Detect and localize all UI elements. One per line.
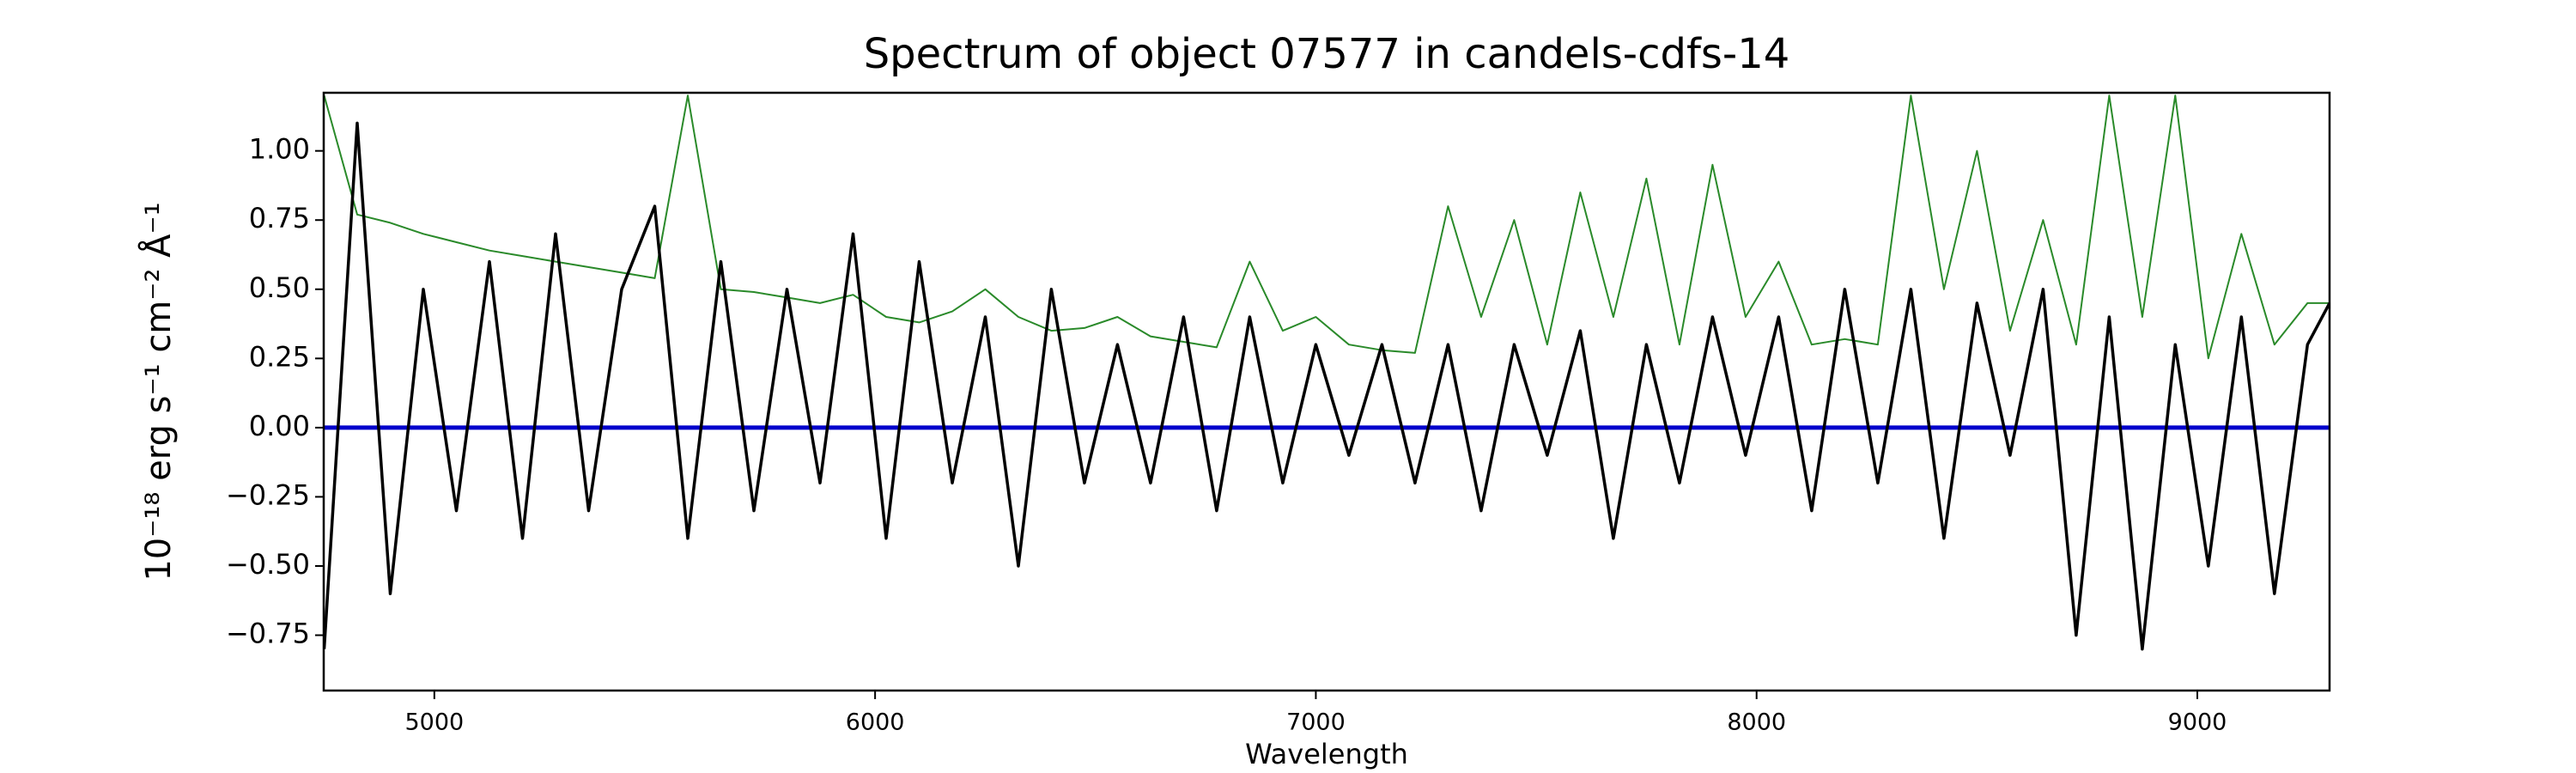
x-tick-label: 8000 (1727, 709, 1786, 736)
x-tick-label: 6000 (846, 709, 905, 736)
x-tick-label: 7000 (1286, 709, 1346, 736)
x-tick-label: 5000 (404, 709, 464, 736)
y-tick-label: 0.50 (249, 271, 310, 304)
y-tick-label: 1.00 (249, 133, 310, 166)
y-tick-label: 0.25 (249, 340, 310, 373)
series-line (324, 94, 2330, 360)
y-tick-label: −0.75 (226, 618, 310, 650)
x-axis-label: Wavelength (1245, 738, 1408, 770)
chart-title: Spectrum of object 07577 in candels-cdfs… (864, 30, 1790, 78)
y-tick-label: −0.25 (226, 478, 310, 511)
plot-frame (322, 91, 2331, 692)
y-tick-label: 0.00 (249, 410, 310, 442)
x-tick-label: 9000 (2168, 709, 2227, 736)
y-tick-label: −0.50 (226, 548, 310, 581)
series-line (324, 121, 2330, 651)
plot-area (324, 94, 2330, 651)
y-axis-label: 10⁻¹⁸ erg s⁻¹ cm⁻² Å⁻¹ (137, 202, 179, 581)
y-tick-label: 0.75 (249, 202, 310, 234)
